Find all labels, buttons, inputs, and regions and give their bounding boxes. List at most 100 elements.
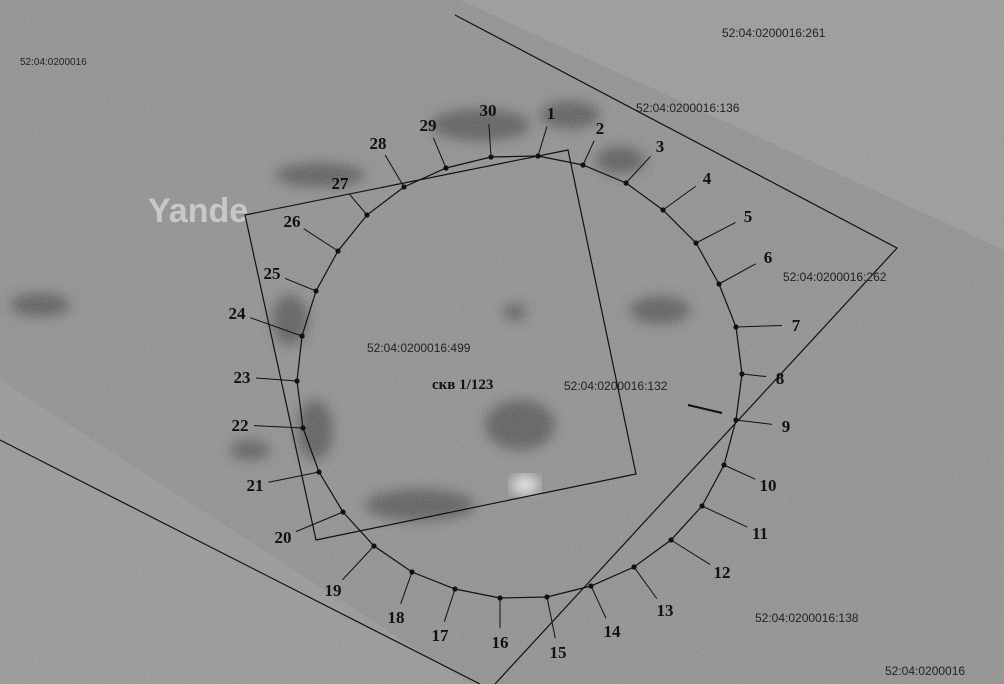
point-marker (401, 184, 407, 190)
leader-line (250, 317, 303, 337)
parcel-boundary (454, 14, 898, 684)
point-label: 11 (752, 524, 768, 543)
point-label: 29 (420, 116, 437, 135)
parcel-label: 52:04:0200016:132 (564, 379, 668, 393)
point-label: 14 (604, 622, 622, 641)
leader-line (284, 277, 317, 292)
leader-line (400, 571, 413, 604)
point-label: 26 (284, 212, 301, 231)
point-marker (313, 288, 319, 294)
point-label: 25 (264, 264, 281, 283)
point-label: 23 (234, 368, 251, 387)
point-marker (631, 564, 637, 570)
point-label: 18 (388, 608, 405, 627)
point-label: 20 (275, 528, 292, 547)
point-marker (452, 586, 458, 592)
point-label: 10 (760, 476, 777, 495)
point-label: 5 (744, 207, 753, 226)
point-marker (733, 324, 739, 330)
leader-line (253, 425, 304, 429)
leader-line (735, 419, 773, 425)
leader-line (582, 140, 595, 166)
point-marker (294, 378, 300, 384)
leader-line (255, 377, 298, 382)
point-label: 19 (325, 581, 342, 600)
point-label: 28 (370, 134, 387, 153)
parcel-label: 52:04:0200016 (20, 57, 87, 68)
leader-line (695, 222, 736, 244)
leader-line (590, 585, 607, 619)
leader-line (718, 263, 756, 285)
point-label: 4 (703, 169, 712, 188)
leader-line (342, 545, 375, 581)
parcel-label: 52:04:0200016:499 (367, 341, 471, 355)
parcel-label: 52:04:0200016:261 (722, 26, 826, 40)
leader-line (625, 155, 651, 184)
point-label: 7 (792, 316, 801, 335)
point-marker (316, 469, 322, 475)
point-label: 8 (776, 369, 785, 388)
point-label: 13 (657, 601, 674, 620)
point-marker (371, 543, 377, 549)
leader-line (348, 193, 368, 216)
point-marker (660, 207, 666, 213)
leader-line (735, 324, 783, 328)
point-label: 27 (332, 174, 350, 193)
leader-line (295, 511, 344, 533)
leader-line (537, 126, 548, 157)
leader-line (546, 596, 556, 639)
leader-line (488, 123, 492, 158)
point-marker (699, 503, 705, 509)
point-marker (364, 212, 370, 218)
point-label: 30 (480, 101, 497, 120)
leader-line (723, 464, 756, 480)
point-marker (739, 371, 745, 377)
point-label: 17 (432, 626, 450, 645)
segment (687, 404, 723, 414)
point-marker (623, 180, 629, 186)
point-label: 1 (547, 104, 556, 123)
parcel-boundary (244, 149, 637, 541)
point-label: 22 (232, 416, 249, 435)
point-marker (693, 240, 699, 246)
points: 1234567891011121314151617181920212223242… (229, 101, 801, 662)
well-label: скв 1/123 (432, 377, 493, 393)
point-marker (580, 162, 586, 168)
watermark: Yande (148, 192, 248, 230)
parcel-label: 52:04:0200016:262 (783, 270, 887, 284)
leader-line (633, 566, 658, 599)
leader-line (670, 539, 711, 565)
point-marker (497, 595, 503, 601)
leader-line (432, 137, 447, 169)
point-label: 24 (229, 304, 247, 323)
point-marker (588, 583, 594, 589)
point-marker (716, 281, 722, 287)
parcel-label: 52:04:0200016:138 (755, 611, 859, 625)
point-marker (300, 425, 306, 431)
point-marker (409, 569, 415, 575)
point-marker (335, 248, 341, 254)
point-label: 3 (656, 137, 665, 156)
point-marker (721, 462, 727, 468)
point-label: 16 (492, 633, 509, 652)
leader-line (443, 588, 456, 622)
point-label: 12 (714, 563, 731, 582)
parcel-label: 52:04:0200016:136 (636, 101, 740, 115)
parcel-label: 52:04:0200016 (885, 664, 965, 678)
leader-line (701, 505, 748, 528)
point-label: 15 (550, 643, 567, 662)
point-marker (733, 417, 739, 423)
point-marker (443, 165, 449, 171)
leader-line (662, 185, 696, 211)
point-marker (340, 509, 346, 515)
point-label: 9 (782, 417, 791, 436)
point-marker (544, 594, 550, 600)
point-marker (535, 153, 541, 159)
boundaries (0, 14, 898, 684)
point-label: 21 (247, 476, 264, 495)
leader-line (268, 471, 320, 483)
point-label: 2 (596, 119, 605, 138)
